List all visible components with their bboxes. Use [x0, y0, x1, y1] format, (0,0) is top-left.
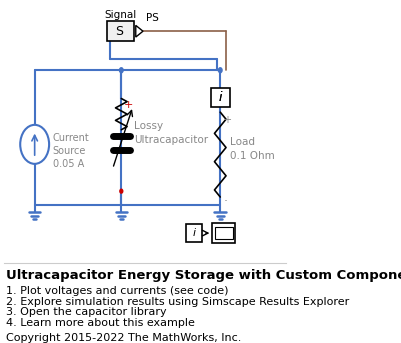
- Text: +: +: [223, 115, 231, 125]
- Text: i: i: [219, 91, 222, 104]
- Text: 2. Explore simulation results using Simscape Results Explorer: 2. Explore simulation results using Sims…: [6, 296, 349, 307]
- Text: 3. Open the capacitor library: 3. Open the capacitor library: [6, 307, 166, 317]
- Text: Ultracapacitor Energy Storage with Custom Component: Ultracapacitor Energy Storage with Custo…: [6, 269, 401, 282]
- Bar: [212, 89, 229, 106]
- Bar: [215, 227, 233, 239]
- Text: S: S: [115, 25, 123, 38]
- Text: PS: PS: [146, 13, 159, 23]
- Text: i: i: [219, 91, 222, 104]
- Text: Load
0.1 Ohm: Load 0.1 Ohm: [230, 137, 275, 161]
- Text: +: +: [124, 100, 133, 110]
- Text: Current
Source
0.05 A: Current Source 0.05 A: [53, 133, 89, 169]
- Text: Copyright 2015-2022 The MathWorks, Inc.: Copyright 2015-2022 The MathWorks, Inc.: [6, 333, 241, 343]
- Circle shape: [219, 68, 222, 73]
- Text: ·: ·: [223, 195, 227, 208]
- Text: 1. Plot voltages and currents (see code): 1. Plot voltages and currents (see code): [6, 286, 228, 296]
- Bar: [212, 223, 235, 243]
- Circle shape: [20, 125, 49, 164]
- Text: Signal: Signal: [105, 10, 137, 20]
- Circle shape: [120, 189, 123, 193]
- Bar: [186, 224, 202, 242]
- Text: 4. Learn more about this example: 4. Learn more about this example: [6, 318, 194, 328]
- Polygon shape: [136, 25, 143, 37]
- Circle shape: [119, 68, 123, 73]
- Bar: [107, 22, 134, 41]
- Text: i: i: [193, 228, 196, 238]
- Text: Lossy
Ultracapacitor: Lossy Ultracapacitor: [134, 121, 209, 145]
- Bar: [211, 88, 230, 107]
